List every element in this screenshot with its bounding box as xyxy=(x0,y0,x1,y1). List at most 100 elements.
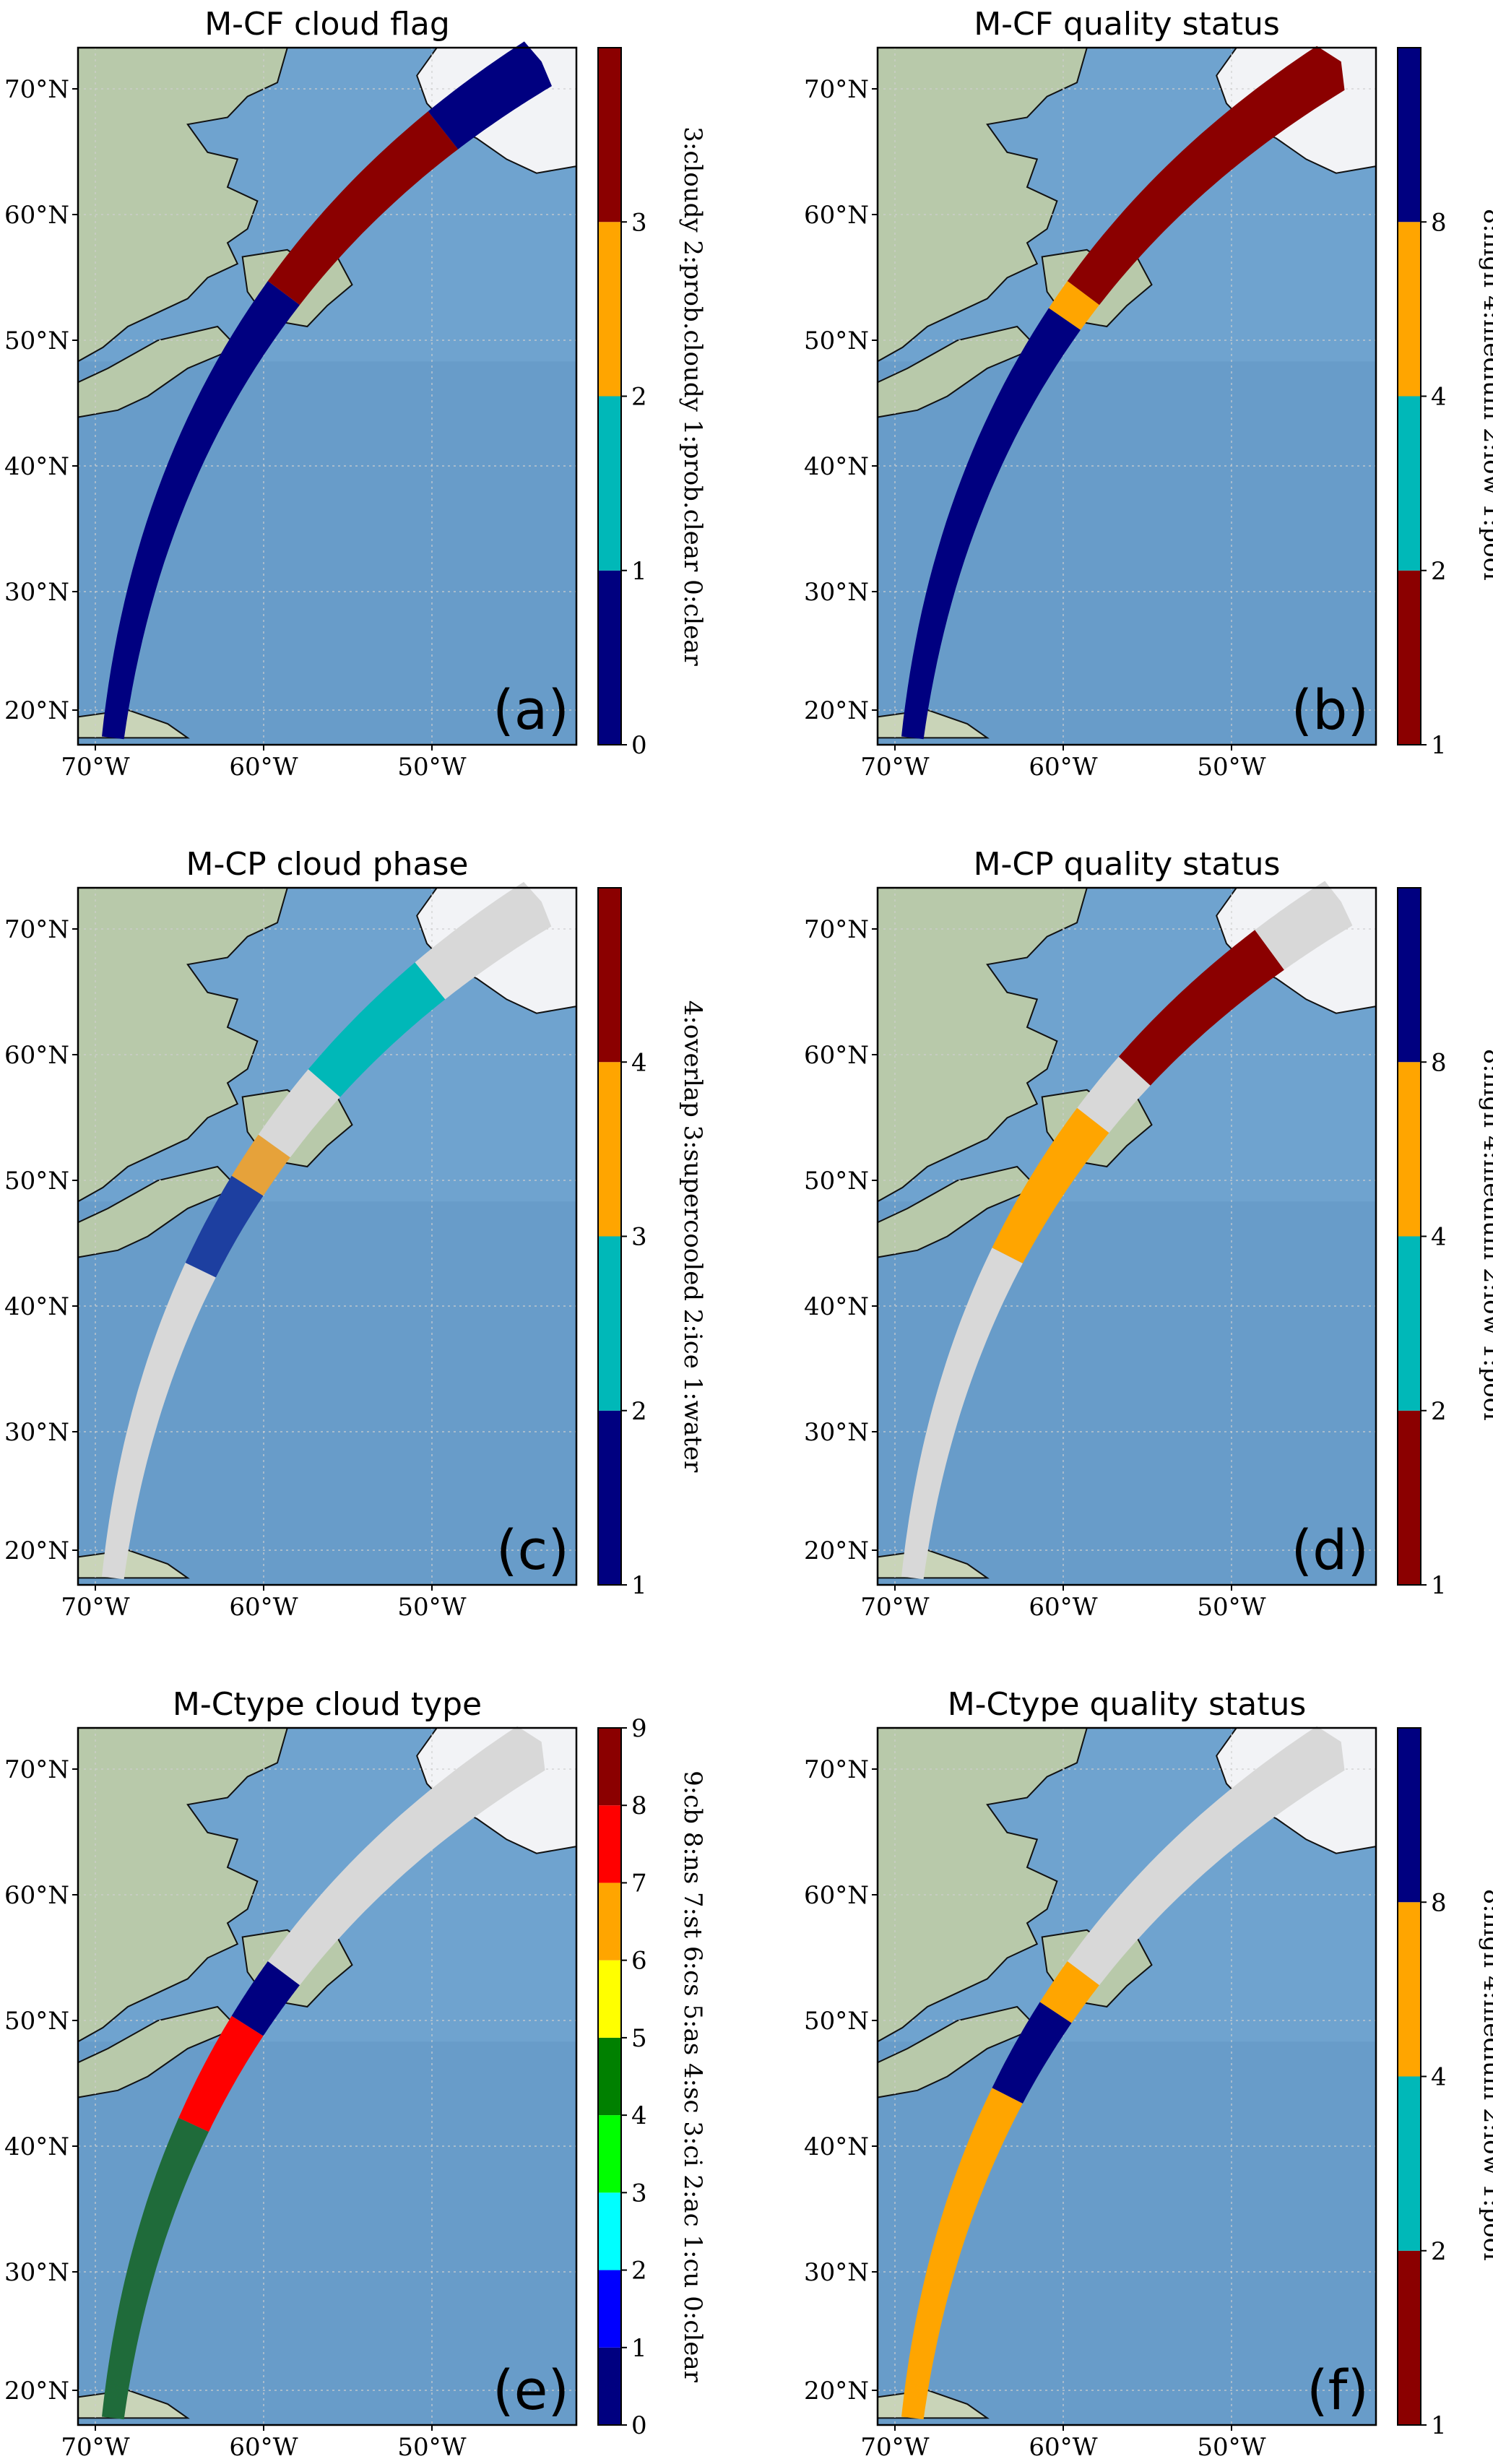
colorbar-label: 4:overlap 3:supercooled 2:ice 1:water xyxy=(678,1000,707,1473)
lat-tick-label: 30°N xyxy=(804,2258,869,2287)
colorbar-tick-label: 7 xyxy=(631,1869,647,1898)
panel-title: M-CP quality status xyxy=(974,846,1281,883)
swath-segment xyxy=(1077,1056,1151,1133)
lat-tick-label: 60°N xyxy=(804,1881,869,1910)
land-mass xyxy=(77,47,289,363)
lat-tick-label: 50°N xyxy=(804,1167,869,1196)
colorbar-tick-label: 2 xyxy=(1431,2237,1447,2266)
colorbar-band xyxy=(598,222,621,397)
colorbar-tick-label: 1 xyxy=(1431,2411,1447,2440)
lat-tick-label: 30°N xyxy=(804,578,869,607)
colorbar-band xyxy=(598,2037,621,2116)
swath-segment xyxy=(267,1726,545,1986)
colorbar-tick-label: 2 xyxy=(631,1397,647,1426)
lat-tick-label: 40°N xyxy=(4,1292,69,1321)
lat-tick-label: 40°N xyxy=(804,1292,869,1321)
colorbar-band xyxy=(1398,396,1421,571)
swath-segment xyxy=(231,1134,290,1196)
colorbar-band xyxy=(598,1410,621,1585)
swath-segment xyxy=(1067,1726,1345,1986)
lat-tick-label: 40°N xyxy=(4,452,69,481)
colorbar-tick-label: 8 xyxy=(1431,1888,1447,1917)
colorbar-band xyxy=(598,1062,621,1237)
map-frame xyxy=(77,46,578,746)
map-frame xyxy=(876,886,1377,1586)
land-mass xyxy=(877,47,1089,363)
lon-tick-label: 60°W xyxy=(1029,1593,1097,1622)
lat-tick-label: 20°N xyxy=(4,696,69,725)
lat-tick-label: 70°N xyxy=(4,75,69,104)
swath-segment xyxy=(1049,281,1099,330)
swath-segment xyxy=(102,2117,209,2420)
colorbar-tick-label: 4 xyxy=(1431,383,1447,412)
lat-tick-label: 60°N xyxy=(804,201,869,230)
lon-tick-label: 60°W xyxy=(1029,753,1097,782)
colorbar-label: 9:cb 8:ns 7:st 6:cs 5:as 4:sc 3:ci 2:ac … xyxy=(678,1771,707,2383)
lat-tick-label: 70°N xyxy=(804,915,869,944)
colorbar-tick-label: 4 xyxy=(631,1048,647,1077)
colorbar-band xyxy=(1398,1728,1421,1903)
colorbar-band xyxy=(598,1805,621,1883)
lon-tick-label: 70°W xyxy=(61,753,129,782)
panel-label: (c) xyxy=(496,1518,569,1582)
colorbar-band xyxy=(598,2115,621,2193)
colorbar-band xyxy=(598,570,621,745)
lon-tick-label: 50°W xyxy=(1197,2433,1265,2462)
lat-tick-label: 30°N xyxy=(4,1418,69,1447)
colorbar-band xyxy=(1398,222,1421,397)
colorbar-tick-label: 3 xyxy=(631,2179,647,2208)
colorbar-band xyxy=(1398,1410,1421,1585)
lon-tick-label: 50°W xyxy=(397,753,466,782)
colorbar-tick-label: 8 xyxy=(631,1791,647,1820)
colorbar-band xyxy=(598,1960,621,2038)
lat-tick-label: 40°N xyxy=(804,452,869,481)
lat-tick-label: 40°N xyxy=(4,2132,69,2161)
colorbar-band xyxy=(598,396,621,571)
colorbar-tick-label: 1 xyxy=(631,2334,647,2363)
lon-tick-label: 70°W xyxy=(860,753,929,782)
lat-tick-label: 20°N xyxy=(4,1536,69,1565)
colorbar-tick-label: 1 xyxy=(1431,1571,1447,1600)
lon-tick-label: 50°W xyxy=(1197,753,1265,782)
panel-e: M-Ctype cloud type70°N60°N50°N40°N30°N20… xyxy=(4,1686,707,2462)
swath-segment xyxy=(231,1961,300,2036)
swath-segment xyxy=(185,1175,264,1278)
panel-d: M-CP quality status 70°N 60°N 50°N 40°N 30°N 2… xyxy=(804,846,1493,1622)
colorbar-label: 3:cloudy 2:prob.cloudy 1:prob.clear 0:cl… xyxy=(678,126,707,666)
colorbar-band xyxy=(1398,48,1421,222)
colorbar-tick-label: 6 xyxy=(631,1947,647,1976)
swath-segment xyxy=(415,881,552,1000)
panel-title: M-CP cloud phase xyxy=(186,846,469,883)
colorbar-band xyxy=(598,48,621,222)
panel-f: M-Ctype quality status 70°N 60°N 50°N 40°N 30… xyxy=(804,1686,1493,2462)
colorbar-label: 8:high 4:medium 2:low 1:poor xyxy=(1478,1889,1493,2265)
map-frame xyxy=(77,886,578,1586)
lat-tick-label: 20°N xyxy=(804,696,869,725)
panel-b: M-CF quality status 70°N 60°N 50°N 40°N 30°N 2… xyxy=(804,6,1493,782)
panel-title: M-CF quality status xyxy=(974,6,1280,43)
colorbar-band xyxy=(1398,570,1421,745)
lat-tick-label: 40°N xyxy=(804,2132,869,2161)
colorbar-tick-label: 8 xyxy=(1431,1048,1447,1077)
swath-segment xyxy=(102,281,300,740)
lat-tick-label: 70°N xyxy=(4,915,69,944)
colorbar-tick-label: 3 xyxy=(631,1223,647,1252)
lat-tick-label: 20°N xyxy=(4,2377,69,2405)
colorbar-band xyxy=(1398,1062,1421,1237)
colorbar-tick-label: 2 xyxy=(631,2257,647,2286)
colorbar-band xyxy=(598,2270,621,2348)
lon-tick-label: 70°W xyxy=(61,1593,129,1622)
lat-tick-label: 30°N xyxy=(4,578,69,607)
panel-title: M-Ctype quality status xyxy=(948,1686,1307,1723)
panel-title: M-CF cloud flag xyxy=(204,6,450,43)
lon-tick-label: 60°W xyxy=(1029,2433,1097,2462)
swath-segment xyxy=(1255,881,1353,970)
colorbar-tick-label: 2 xyxy=(1431,1397,1447,1426)
lon-tick-label: 60°W xyxy=(229,753,298,782)
lat-tick-label: 50°N xyxy=(4,327,69,355)
colorbar-band xyxy=(1398,2076,1421,2251)
lat-tick-label: 50°N xyxy=(4,1167,69,1196)
colorbar-tick-label: 3 xyxy=(631,208,647,237)
colorbar-tick-label: 8 xyxy=(1431,208,1447,237)
